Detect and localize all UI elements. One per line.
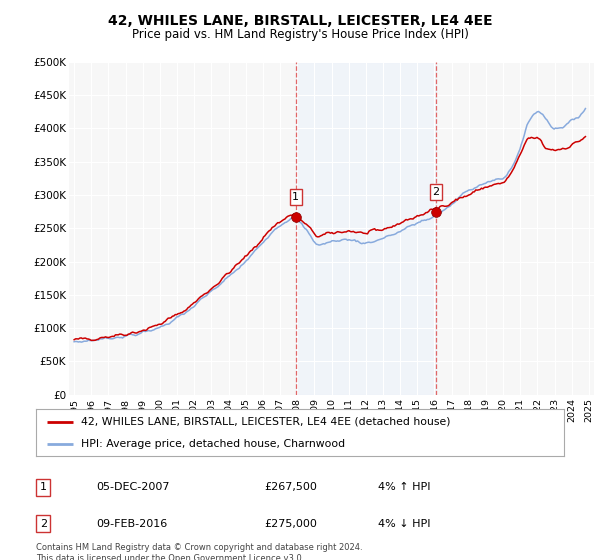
Text: 1: 1 (292, 192, 299, 202)
Text: £267,500: £267,500 (264, 482, 317, 492)
Text: £275,000: £275,000 (264, 519, 317, 529)
Text: 4% ↓ HPI: 4% ↓ HPI (378, 519, 430, 529)
Text: 2: 2 (40, 519, 47, 529)
Text: Price paid vs. HM Land Registry's House Price Index (HPI): Price paid vs. HM Land Registry's House … (131, 28, 469, 41)
Text: 05-DEC-2007: 05-DEC-2007 (96, 482, 170, 492)
Text: HPI: Average price, detached house, Charnwood: HPI: Average price, detached house, Char… (81, 438, 345, 449)
Text: 1: 1 (40, 482, 47, 492)
Text: 42, WHILES LANE, BIRSTALL, LEICESTER, LE4 4EE: 42, WHILES LANE, BIRSTALL, LEICESTER, LE… (107, 14, 493, 28)
Bar (296, 62, 436, 395)
Text: Contains HM Land Registry data © Crown copyright and database right 2024.
This d: Contains HM Land Registry data © Crown c… (36, 543, 362, 560)
Text: 2: 2 (433, 187, 440, 197)
Text: 42, WHILES LANE, BIRSTALL, LEICESTER, LE4 4EE (detached house): 42, WHILES LANE, BIRSTALL, LEICESTER, LE… (81, 417, 451, 427)
Text: 09-FEB-2016: 09-FEB-2016 (96, 519, 167, 529)
Text: 4% ↑ HPI: 4% ↑ HPI (378, 482, 430, 492)
